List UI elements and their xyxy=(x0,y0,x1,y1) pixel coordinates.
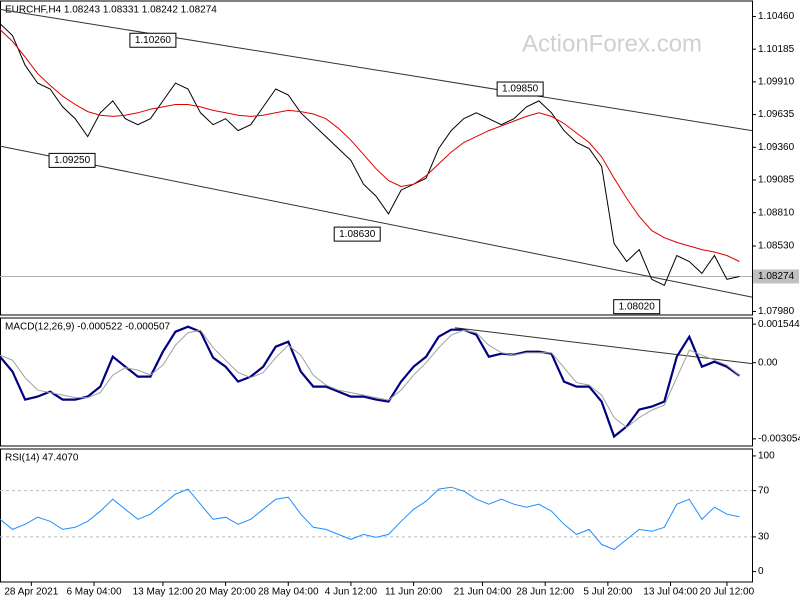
panel-title: EURCHF,H4 1.08243 1.08331 1.08242 1.0827… xyxy=(5,5,217,16)
y-tick-label: 0 xyxy=(758,566,764,577)
price-label-box xyxy=(129,32,177,48)
price-label: 1.09850 xyxy=(502,84,539,95)
panel-frame xyxy=(0,448,753,583)
price-label: 1.10260 xyxy=(135,35,172,46)
y-tick-label: 1.09085 xyxy=(758,175,795,186)
x-tick-label: 28 May 04:00 xyxy=(258,587,319,598)
x-tick-label: 4 Jun 12:00 xyxy=(325,587,378,598)
y-tick-label: 30 xyxy=(758,532,770,543)
y-tick-label: 0.00 xyxy=(758,357,778,368)
series-line xyxy=(0,486,740,551)
y-tick-label: 1.09910 xyxy=(758,77,795,88)
y-tick-label: 1.07980 xyxy=(758,306,795,317)
x-tick-label: 20 Jul 12:00 xyxy=(700,587,755,598)
panel-frame xyxy=(0,317,753,447)
y-tick-label: 1.08810 xyxy=(758,207,795,218)
last-price-box xyxy=(753,269,799,284)
x-tick-label: 5 Jul 20:00 xyxy=(583,587,632,598)
y-tick-label: 70 xyxy=(758,485,770,496)
price-label: 1.09250 xyxy=(54,155,91,166)
price-label-box xyxy=(48,152,96,168)
x-tick-label: 6 May 04:00 xyxy=(66,587,121,598)
price-label: 1.08630 xyxy=(339,229,376,240)
price-label-box xyxy=(333,226,381,242)
trendline xyxy=(454,327,753,365)
x-tick-label: 13 Jul 04:00 xyxy=(643,587,698,598)
y-tick-label: 1.09360 xyxy=(758,142,795,153)
trendline xyxy=(0,8,753,132)
last-price-label: 1.08274 xyxy=(758,271,795,282)
watermark: ActionForex.com xyxy=(522,30,702,57)
x-tick-label: 11 Jun 20:00 xyxy=(385,587,443,598)
price-label-box xyxy=(613,299,661,315)
x-tick-label: 28 Apr 2021 xyxy=(4,587,58,598)
y-tick-label: 100 xyxy=(758,451,775,462)
price-label: 1.08020 xyxy=(619,301,656,312)
y-tick-label: 1.10460 xyxy=(758,11,795,22)
panel-title: RSI(14) 47.4070 xyxy=(5,453,79,464)
y-tick-label: 1.10185 xyxy=(758,44,795,55)
x-tick-label: 20 May 20:00 xyxy=(195,587,256,598)
y-tick-label: 1.09635 xyxy=(758,109,795,120)
series-line xyxy=(0,29,740,262)
x-tick-label: 13 May 12:00 xyxy=(133,587,194,598)
trendline xyxy=(0,145,753,298)
series-line xyxy=(0,329,740,429)
y-tick-label: -0.003054 xyxy=(758,434,800,445)
x-tick-label: 21 Jun 04:00 xyxy=(454,587,512,598)
price-label-box xyxy=(496,81,544,97)
series-line xyxy=(0,325,741,439)
x-tick-label: 28 Jun 12:00 xyxy=(516,587,574,598)
panel-frame xyxy=(0,0,753,316)
y-tick-label: 1.08530 xyxy=(758,241,795,252)
panel-title: MACD(12,26,9) -0.000522 -0.000507 xyxy=(5,322,171,333)
y-tick-label: 0.001544 xyxy=(758,319,800,330)
